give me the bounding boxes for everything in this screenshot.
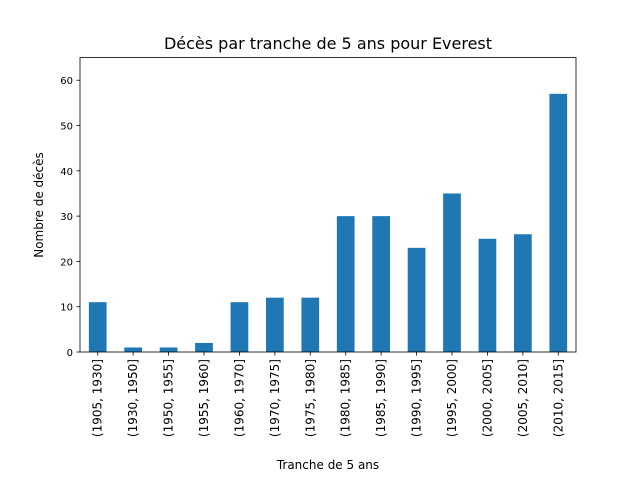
x-tick-label-9: (1990, 1995] bbox=[410, 359, 424, 437]
bar-4 bbox=[230, 302, 249, 352]
x-tick-label-7: (1980, 1985] bbox=[339, 359, 353, 437]
x-tick-label-11: (2000, 2005] bbox=[480, 359, 494, 437]
bar-9 bbox=[407, 247, 426, 352]
bar-6 bbox=[301, 297, 320, 352]
y-tick-label-3: 30 bbox=[60, 212, 73, 223]
y-axis-label: Nombre de décès bbox=[32, 152, 46, 258]
x-tick-label-13: (2010, 2015] bbox=[551, 359, 565, 437]
x-tick-label-8: (1985, 1990] bbox=[374, 359, 388, 437]
bar-11 bbox=[478, 238, 497, 352]
bar-3 bbox=[195, 342, 213, 352]
bar-5 bbox=[266, 297, 284, 352]
bar-13 bbox=[549, 93, 568, 352]
x-tick-label-12: (2005, 2010] bbox=[516, 359, 530, 437]
bar-10 bbox=[443, 193, 461, 352]
x-axis-label: Tranche de 5 ans bbox=[276, 458, 379, 472]
chart-title: Décès par tranche de 5 ans pour Everest bbox=[164, 34, 492, 53]
y-tick-label-2: 20 bbox=[60, 257, 73, 268]
x-tick-label-0: (1905, 1930] bbox=[91, 359, 105, 437]
x-tick-label-1: (1930, 1950] bbox=[126, 359, 140, 437]
y-tick-label-4: 40 bbox=[60, 167, 73, 178]
x-tick-label-4: (1960, 1970] bbox=[232, 359, 246, 437]
x-tick-label-2: (1950, 1955] bbox=[162, 359, 176, 437]
bar-8 bbox=[372, 216, 390, 352]
bar-1 bbox=[124, 347, 142, 352]
bar-0 bbox=[88, 302, 107, 352]
y-tick-label-0: 0 bbox=[67, 348, 73, 359]
bars-group bbox=[88, 93, 568, 352]
y-tick-label-6: 60 bbox=[60, 76, 73, 87]
y-tick-label-1: 10 bbox=[60, 303, 73, 314]
x-tick-label-6: (1975, 1980] bbox=[303, 359, 317, 437]
x-tick-label-10: (1995, 2000] bbox=[445, 359, 459, 437]
bar-2 bbox=[159, 347, 178, 352]
y-tick-label-5: 50 bbox=[60, 122, 73, 133]
x-tick-label-5: (1970, 1975] bbox=[268, 359, 282, 437]
bar-7 bbox=[336, 216, 355, 352]
plot-frame bbox=[79, 57, 577, 353]
x-tick-label-3: (1955, 1960] bbox=[197, 359, 211, 437]
bar-12 bbox=[514, 234, 532, 352]
y-axis: 0 10 20 30 40 50 60 bbox=[60, 76, 80, 359]
x-axis: (1905, 1930] (1930, 1950] (1950, 1955] (195… bbox=[91, 352, 565, 437]
